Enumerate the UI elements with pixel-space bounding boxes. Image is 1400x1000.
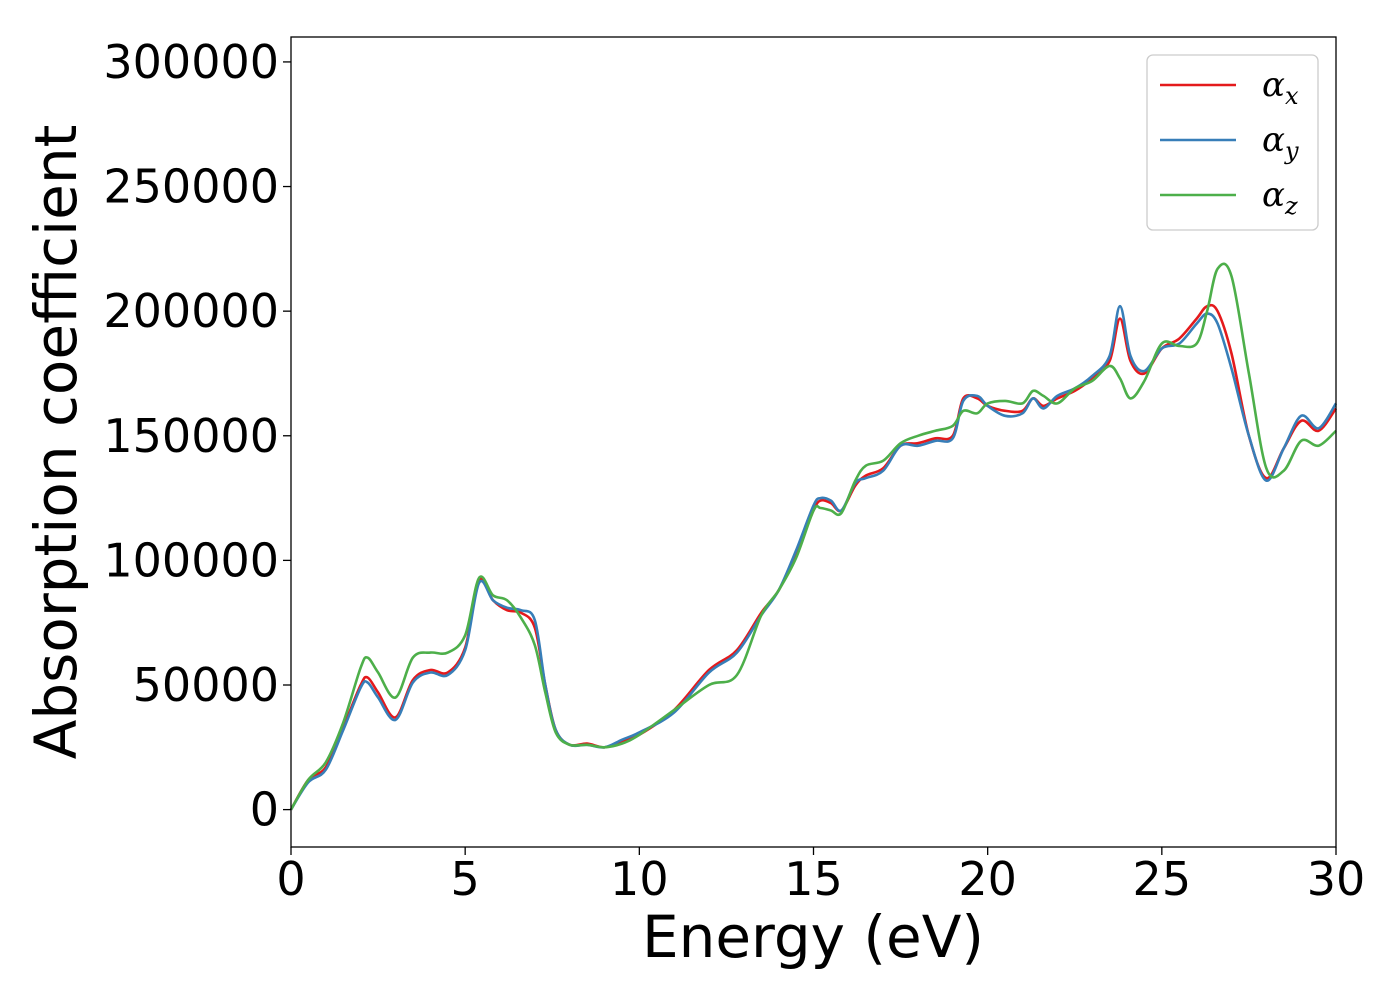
y-tick-label: 200000: [103, 284, 279, 338]
y-tick-label: 250000: [103, 160, 279, 214]
x-tick-label: 30: [1307, 852, 1366, 906]
y-tick-label: 0: [250, 783, 279, 837]
x-tick-label: 0: [276, 852, 305, 906]
x-axis: 0 5 10 15 20 25 30: [276, 847, 1365, 906]
y-tick-label: 300000: [103, 35, 279, 89]
series-line-y: [289, 304, 1338, 811]
x-tick-label: 15: [784, 852, 843, 906]
x-axis-label: Energy (eV): [642, 903, 984, 971]
series-layer: [289, 262, 1338, 811]
y-axis: 0 50000 100000 150000 200000 250000 300000: [103, 35, 291, 837]
y-tick-label: 50000: [133, 658, 279, 712]
y-tick-label: 150000: [103, 409, 279, 463]
legend-box: [1146, 54, 1319, 231]
y-axis-label: Absorption coefficient: [22, 125, 90, 760]
series-line-z: [289, 262, 1337, 811]
x-tick-label: 25: [1133, 852, 1192, 906]
x-tick-label: 10: [610, 852, 669, 906]
x-tick-label: 5: [451, 852, 480, 906]
x-tick-label: 20: [958, 852, 1017, 906]
y-tick-label: 100000: [103, 533, 279, 587]
